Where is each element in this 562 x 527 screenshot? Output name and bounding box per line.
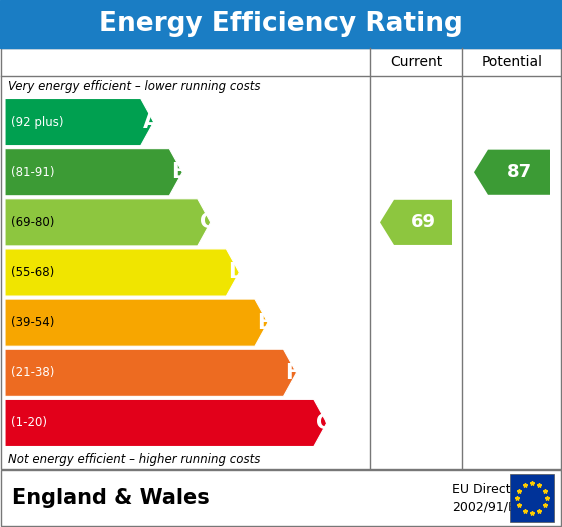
Text: Very energy efficient – lower running costs: Very energy efficient – lower running co… — [8, 80, 261, 93]
Text: E: E — [257, 313, 271, 333]
Text: (39-54): (39-54) — [11, 316, 55, 329]
Text: (1-20): (1-20) — [11, 416, 47, 430]
Text: F: F — [285, 363, 300, 383]
Bar — [1, 48, 561, 469]
Polygon shape — [5, 299, 268, 346]
Text: England & Wales: England & Wales — [12, 488, 210, 508]
Text: Not energy efficient – higher running costs: Not energy efficient – higher running co… — [8, 454, 260, 466]
Polygon shape — [5, 399, 327, 446]
Polygon shape — [474, 150, 550, 195]
Text: Energy Efficiency Rating: Energy Efficiency Rating — [99, 11, 463, 37]
Text: C: C — [200, 212, 215, 232]
Polygon shape — [5, 349, 297, 396]
Text: (92 plus): (92 plus) — [11, 115, 64, 129]
Text: (55-68): (55-68) — [11, 266, 55, 279]
Text: D: D — [228, 262, 246, 282]
Text: B: B — [171, 162, 187, 182]
Polygon shape — [5, 199, 211, 246]
Polygon shape — [5, 99, 153, 145]
Bar — [510, 474, 554, 522]
Polygon shape — [380, 200, 452, 245]
Text: G: G — [316, 413, 333, 433]
Text: (81-91): (81-91) — [11, 165, 55, 179]
Text: 87: 87 — [506, 163, 532, 181]
Text: (69-80): (69-80) — [11, 216, 55, 229]
Text: 69: 69 — [410, 213, 436, 231]
Bar — [1, 470, 561, 526]
Text: Potential: Potential — [482, 55, 542, 69]
Text: (21-38): (21-38) — [11, 366, 55, 379]
Polygon shape — [5, 149, 182, 196]
Bar — [0, 0, 562, 48]
Text: A: A — [143, 112, 159, 132]
Polygon shape — [5, 249, 239, 296]
Text: Current: Current — [390, 55, 442, 69]
Text: EU Directive
2002/91/EC: EU Directive 2002/91/EC — [452, 483, 529, 513]
